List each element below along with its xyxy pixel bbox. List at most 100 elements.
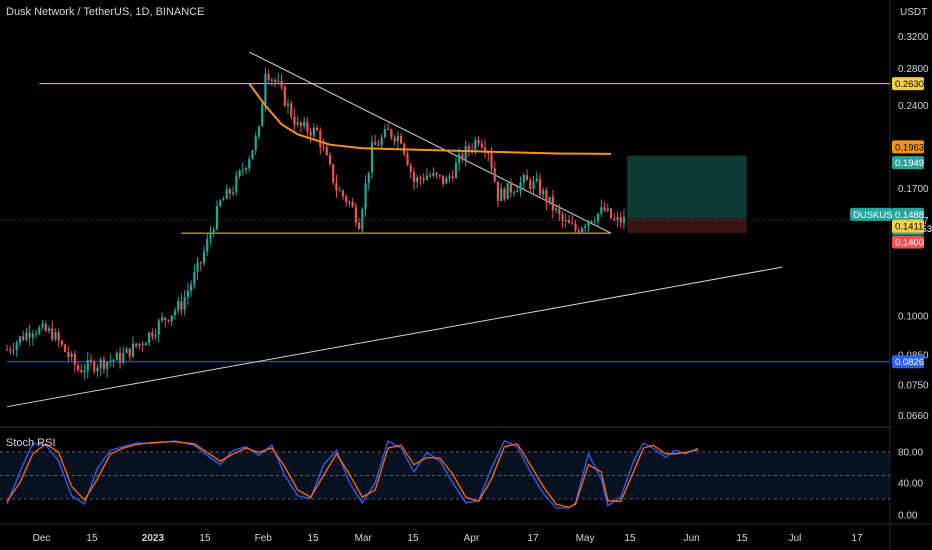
- x-tick-label: Jun: [684, 533, 700, 544]
- candle-body: [202, 251, 206, 264]
- x-tick-label: Mar: [355, 533, 373, 544]
- candle-body: [461, 154, 464, 160]
- candle-body: [122, 353, 125, 363]
- price-label-blue: 0.0826: [895, 357, 924, 368]
- candle-body: [551, 196, 554, 211]
- candle-body: [613, 218, 616, 220]
- x-tick-label: 15: [86, 533, 98, 544]
- candle-body: [47, 328, 51, 331]
- candle-body: [467, 146, 470, 150]
- candle-body: [338, 190, 341, 192]
- candle-body: [248, 159, 251, 169]
- candle-body: [312, 127, 315, 136]
- x-tick-label: 15: [736, 533, 748, 544]
- candle-body: [38, 327, 41, 334]
- candle-body: [522, 175, 525, 183]
- candle-body: [193, 272, 196, 285]
- y-tick-label: 0.0660: [898, 411, 929, 422]
- candle-body: [96, 367, 99, 372]
- candle-body: [558, 208, 561, 215]
- candle-body: [335, 182, 338, 191]
- candle-body: [31, 333, 34, 338]
- candle-body: [293, 116, 296, 125]
- candle-body: [138, 343, 141, 346]
- candle-body: [54, 332, 57, 340]
- candle-body: [454, 163, 458, 179]
- candle-body: [273, 79, 277, 83]
- y-tick-label: 0.2800: [898, 64, 929, 75]
- candle-body: [387, 129, 390, 131]
- candle-body: [590, 220, 593, 222]
- candle-body: [80, 370, 83, 373]
- candle-body: [22, 336, 25, 340]
- candle-body: [12, 350, 15, 352]
- candle-body: [144, 343, 147, 346]
- candle-body: [600, 207, 603, 214]
- candle-body: [542, 190, 545, 195]
- candle-body: [67, 352, 70, 358]
- candle-body: [416, 177, 419, 183]
- candle-body: [567, 220, 571, 224]
- candle-body: [584, 226, 587, 228]
- candle-body: [380, 137, 383, 146]
- candle-body: [561, 214, 564, 221]
- candles: [5, 68, 626, 380]
- y-tick-label: 0.1000: [898, 311, 929, 322]
- candle-body: [254, 136, 257, 151]
- price-label-box: [850, 207, 892, 221]
- moving-average-line: [248, 83, 612, 155]
- candle-body: [480, 143, 483, 148]
- candle-body: [396, 135, 399, 142]
- candle-body: [235, 176, 238, 193]
- candle-body: [167, 319, 170, 322]
- x-tick-label: 15: [624, 533, 636, 544]
- candle-body: [199, 262, 202, 264]
- candle-body: [228, 189, 231, 194]
- candle-body: [154, 334, 157, 337]
- target-zone: [627, 155, 747, 219]
- y-tick-label: 0.3200: [898, 32, 929, 43]
- candle-body: [487, 152, 490, 154]
- candle-body: [25, 332, 28, 340]
- candle-body: [131, 343, 135, 357]
- candle-body: [209, 233, 212, 239]
- candle-body: [267, 74, 270, 80]
- candle-body: [257, 126, 261, 137]
- candle-body: [212, 229, 215, 234]
- candle-body: [503, 188, 506, 200]
- price-label-box: [892, 219, 924, 233]
- candle-body: [616, 217, 619, 220]
- candle-body: [348, 201, 351, 203]
- candle-body: [99, 359, 102, 368]
- candle-body: [60, 340, 64, 345]
- stop-zone: [627, 218, 747, 234]
- currency-unit: USDT: [900, 7, 928, 18]
- rsi-tick-label: 80.00: [898, 448, 923, 459]
- candle-body: [57, 332, 60, 341]
- price-label-green: 0.1949: [895, 158, 924, 169]
- candle-body: [290, 103, 293, 117]
- rsi-tick-label: 40.00: [898, 479, 923, 490]
- candle-body: [222, 198, 225, 201]
- trendline-0: [249, 51, 612, 234]
- candle-body: [264, 74, 267, 105]
- candle-body: [270, 79, 273, 81]
- candle-body: [425, 175, 428, 180]
- candle-body: [412, 171, 416, 183]
- candle-body: [151, 332, 154, 337]
- candle-body: [609, 208, 613, 219]
- candle-body: [89, 359, 93, 362]
- price-label-orange: 0.1963: [895, 142, 924, 153]
- candle-body: [286, 103, 290, 106]
- candle-body: [399, 135, 403, 144]
- y-tick-label: 0.1700: [898, 184, 929, 195]
- candle-body: [370, 142, 374, 173]
- rsi-series-0: [6, 439, 699, 509]
- candle-body: [458, 154, 461, 164]
- candle-body: [70, 353, 73, 358]
- candle-body: [513, 192, 516, 194]
- candle-body: [435, 172, 438, 175]
- candle-body: [177, 301, 180, 311]
- candle-body: [483, 147, 487, 153]
- x-tick-label: 15: [199, 533, 211, 544]
